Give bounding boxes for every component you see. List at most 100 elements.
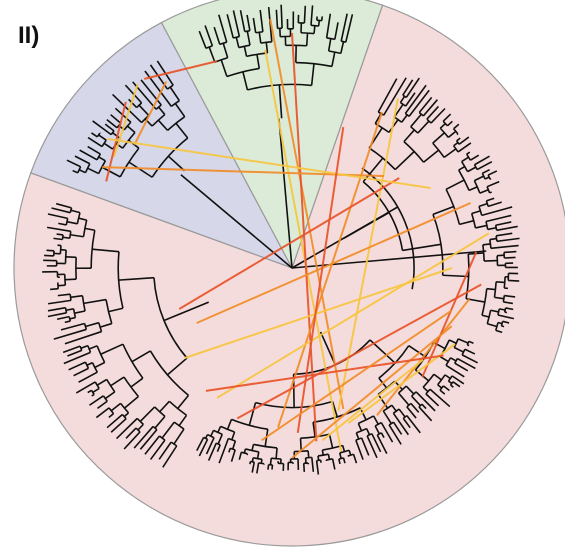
internal-arc [465,153,472,161]
leaf-branch [310,5,314,26]
internal-branch [484,176,490,180]
internal-branch [92,387,100,394]
leaf-branch [280,4,283,29]
leaf-branch [331,458,336,470]
internal-branch [98,156,106,162]
leaf-branch [204,25,214,47]
internal-arc [245,448,259,453]
internal-branch [78,217,87,221]
internal-branch [481,314,490,318]
leaf-branch [47,312,67,318]
leaf-branch [457,142,472,153]
leaf-branch [238,451,243,460]
green-sector [160,0,384,270]
internal-branch [248,402,257,426]
internal-branch [85,321,100,328]
leaf-branch [320,16,324,21]
internal-arc [410,126,419,134]
internal-branch [92,248,120,253]
internal-branch [161,421,175,439]
internal-branch [471,210,481,215]
internal-branch [494,296,504,300]
leaf-branch [485,214,512,223]
leaf-branch [456,357,476,370]
leaf-branch [57,293,71,297]
internal-branch [278,84,283,119]
internal-branch [457,338,469,344]
internal-arc [347,453,354,457]
internal-branch [110,376,125,387]
leaf-branch [232,10,241,37]
transfer-link [196,202,471,324]
internal-branch [422,386,429,393]
internal-branch [157,119,169,131]
leaf-branch [246,14,251,31]
leaf-branch [303,5,307,24]
internal-arc [374,421,382,427]
leaf-branch [226,14,235,39]
internal-branch [96,378,108,386]
leaf-branch [205,437,215,455]
leaf-branch [340,13,348,42]
leaf-branch [487,170,498,176]
internal-branch [64,278,77,281]
internal-branch [158,106,166,116]
internal-branch [70,233,84,238]
leaf-branch [256,462,260,474]
internal-branch [432,205,455,216]
leaf-branch [418,406,433,422]
internal-arc [61,234,64,240]
leaf-branch [453,123,460,130]
internal-arc [426,118,432,124]
internal-arc [411,391,417,397]
internal-branch [159,400,170,413]
internal-arc [65,218,69,226]
leaf-branch [78,371,98,383]
leaf-branch [415,391,436,412]
internal-branch [246,30,251,46]
internal-branch [101,166,121,178]
internal-branch [408,345,426,358]
transfer-link [261,309,452,442]
internal-branch [305,33,309,46]
leaf-branch [91,393,95,397]
leaf-branch [218,438,230,464]
internal-branch [258,32,262,44]
sector-layer [13,0,565,547]
leaf-branch [454,362,469,372]
leaf-branch [458,136,470,145]
leaf-branch [108,412,115,418]
leaf-branch [402,79,414,96]
leaf-branch [218,14,228,43]
internal-branch [458,165,466,171]
internal-branch [204,434,209,439]
leaf-branch [56,233,64,236]
internal-branch [377,393,389,409]
internal-arc [207,433,215,439]
leaf-branch [402,417,411,429]
transfer-link [178,177,400,310]
internal-branch [310,63,315,86]
internal-branch [242,71,249,91]
leaf-branch [481,168,490,175]
internal-branch [447,130,457,139]
internal-branch [177,394,190,410]
internal-arc [241,451,248,455]
internal-branch [478,202,488,208]
internal-branch [486,287,496,291]
leaf-branch [56,315,70,321]
leaf-branch [115,417,138,440]
internal-arc [149,350,189,396]
leaf-branch [58,222,67,226]
leaf-branch [377,78,398,113]
leaf-branch [495,221,512,227]
internal-branch [382,410,393,425]
internal-arc [136,417,144,425]
internal-branch [317,455,320,461]
internal-branch [357,423,363,432]
leaf-branch [311,457,315,472]
leaf-branch [421,403,427,410]
internal-branch [391,404,397,412]
leaf-branch [405,77,420,98]
leaf-branch [46,226,71,233]
